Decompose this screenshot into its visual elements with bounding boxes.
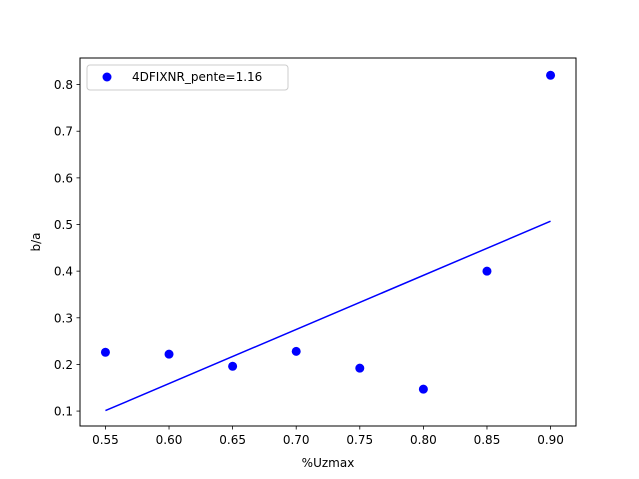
y-tick-label: 0.6 [54,171,73,185]
y-tick-label: 0.2 [54,358,73,372]
y-tick-label: 0.4 [54,265,73,279]
data-point [418,384,428,394]
x-tick-label: 0.75 [346,433,373,447]
legend-label: 4DFIXNR_pente=1.16 [132,70,262,84]
x-tick-label: 0.55 [92,433,119,447]
data-point [291,346,301,356]
y-tick-label: 0.5 [54,218,73,232]
plot-area [80,58,576,426]
y-tick-label: 0.1 [54,405,73,419]
y-axis-label: b/a [29,232,43,251]
legend-box [86,64,289,91]
x-tick-label: 0.70 [283,433,310,447]
x-tick-label: 0.60 [156,433,183,447]
x-axis-ticks: 0.55 0.60 0.65 0.70 0.75 0.80 0.85 0.90 [92,426,564,447]
data-point [482,266,492,276]
x-tick-label: 0.65 [219,433,246,447]
plot-frame [79,57,577,427]
y-tick-label: 0.3 [54,311,73,325]
data-point [355,363,365,373]
chart-marks [100,70,556,412]
x-tick-label: 0.80 [410,433,437,447]
data-point [228,361,238,371]
x-tick-label: 0.85 [474,433,501,447]
y-tick-label: 0.8 [54,78,73,92]
x-tick-label: 0.90 [537,433,564,447]
data-point [164,349,174,359]
y-axis-ticks: 0.1 0.2 0.3 0.4 0.5 0.6 0.7 0.8 [54,78,80,419]
legend-marker [102,72,112,82]
fit-line [105,220,551,412]
y-tick-label: 0.7 [54,125,73,139]
x-axis-label: %Uzmax [302,456,355,470]
data-point [100,347,110,357]
legend: 4DFIXNR_pente=1.16 [86,64,289,91]
data-point [546,70,556,80]
